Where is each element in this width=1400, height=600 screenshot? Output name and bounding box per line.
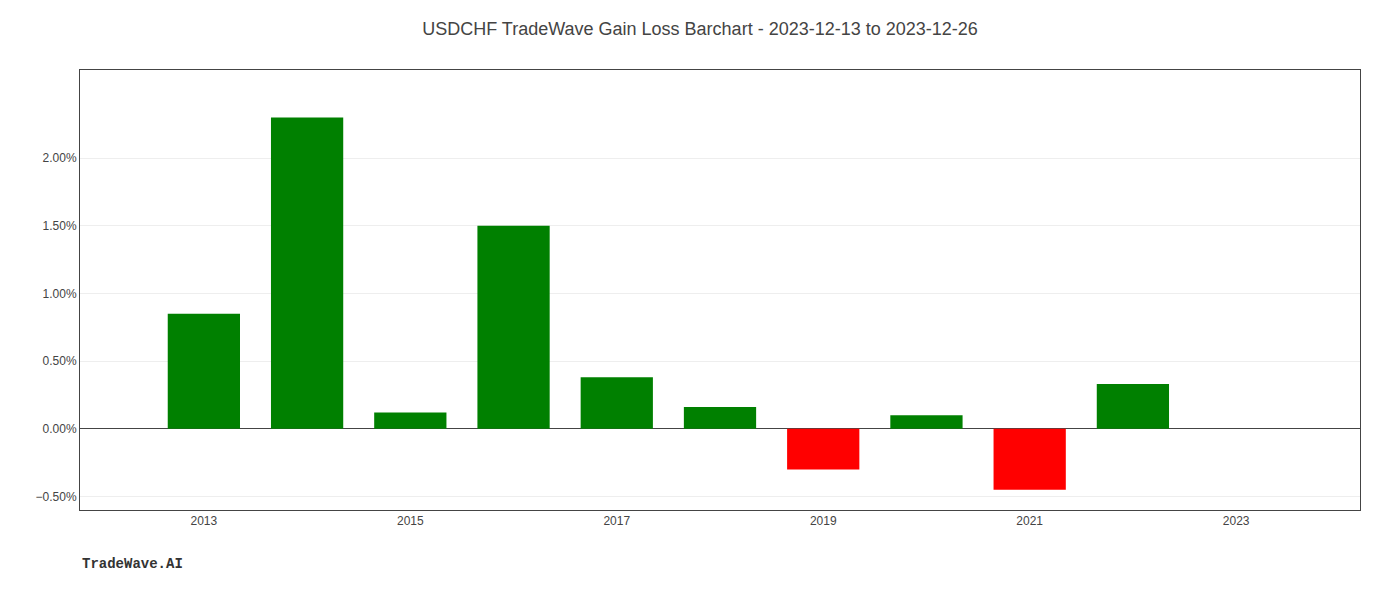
svg-text:2015: 2015: [397, 514, 424, 528]
svg-text:1.50%: 1.50%: [43, 219, 77, 233]
svg-text:2019: 2019: [810, 514, 837, 528]
svg-text:0.50%: 0.50%: [43, 354, 77, 368]
svg-text:−0.50%: −0.50%: [36, 490, 77, 504]
svg-text:1.00%: 1.00%: [43, 287, 77, 301]
svg-text:2017: 2017: [603, 514, 630, 528]
svg-text:2.00%: 2.00%: [43, 151, 77, 165]
svg-text:0.00%: 0.00%: [43, 422, 77, 436]
svg-text:2023: 2023: [1223, 514, 1250, 528]
svg-text:TradeWave.AI: TradeWave.AI: [82, 556, 183, 572]
svg-text:2021: 2021: [1016, 514, 1043, 528]
svg-text:USDCHF TradeWave Gain Loss Bar: USDCHF TradeWave Gain Loss Barchart - 20…: [422, 19, 978, 39]
svg-text:2013: 2013: [191, 514, 218, 528]
